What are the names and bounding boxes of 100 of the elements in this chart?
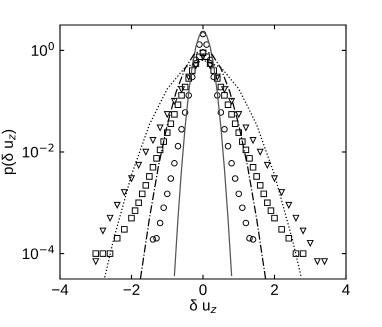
y-axis-title: p(δ u$_{z}$) — [2, 130, 16, 174]
point — [210, 67, 217, 74]
point — [218, 109, 224, 116]
point — [250, 137, 256, 144]
point — [156, 124, 164, 132]
point — [292, 214, 300, 222]
point — [168, 120, 174, 127]
point — [253, 173, 260, 180]
point — [228, 98, 235, 104]
point — [239, 204, 246, 211]
point — [264, 200, 271, 206]
point — [160, 138, 167, 145]
y-tick-label: 10$^{0}$ — [32, 42, 54, 56]
point — [182, 84, 188, 90]
point — [100, 228, 106, 234]
point — [132, 207, 138, 214]
point — [164, 129, 171, 136]
point — [300, 250, 306, 257]
point — [121, 226, 128, 233]
point — [156, 146, 164, 154]
point — [128, 214, 135, 222]
point — [121, 189, 128, 196]
point — [138, 190, 146, 198]
y-tick-label: 10$^{−4}$ — [22, 245, 54, 260]
point — [224, 142, 232, 150]
point — [221, 86, 228, 93]
line-series — [174, 30, 232, 276]
point — [286, 235, 292, 242]
point — [314, 258, 321, 265]
point — [185, 92, 192, 99]
point — [189, 67, 196, 74]
point — [246, 235, 253, 242]
point — [271, 175, 278, 182]
point — [196, 53, 203, 60]
point — [221, 92, 228, 99]
point — [174, 102, 182, 108]
point — [286, 202, 292, 208]
point — [106, 214, 114, 222]
point — [114, 202, 120, 208]
y-tick-label: 10$^{−2}$ — [22, 144, 54, 158]
point — [232, 120, 238, 127]
point — [153, 155, 160, 162]
point — [178, 126, 185, 133]
point — [256, 182, 264, 189]
point — [242, 146, 250, 154]
point — [92, 250, 100, 257]
point — [92, 258, 100, 265]
point — [178, 86, 185, 93]
point — [306, 240, 314, 246]
point — [268, 207, 274, 214]
point — [246, 155, 253, 162]
point — [206, 60, 214, 67]
point — [114, 235, 120, 242]
point — [150, 164, 156, 171]
point — [174, 142, 182, 150]
point — [256, 148, 264, 156]
point — [235, 111, 242, 118]
point — [128, 175, 135, 182]
x-tick-label: 2 — [271, 284, 278, 295]
point — [150, 137, 156, 144]
point — [171, 160, 178, 167]
point — [171, 111, 178, 118]
point — [135, 200, 142, 206]
point — [264, 162, 271, 168]
point — [142, 182, 150, 189]
point — [239, 138, 246, 145]
point — [278, 226, 285, 233]
point — [164, 190, 171, 198]
point — [235, 129, 242, 136]
point — [300, 228, 306, 234]
point — [135, 162, 142, 168]
point — [218, 84, 224, 90]
point — [232, 175, 238, 182]
x-tick-label: −4 — [52, 284, 68, 295]
point — [214, 92, 221, 99]
point — [153, 235, 160, 242]
point — [192, 60, 200, 67]
point — [260, 190, 268, 198]
x-tick-label: 0 — [199, 284, 207, 296]
point — [228, 160, 235, 167]
point — [224, 102, 232, 108]
point — [203, 41, 210, 48]
point — [142, 148, 150, 156]
point — [100, 250, 106, 257]
point — [178, 92, 185, 99]
point — [164, 111, 171, 118]
point — [250, 236, 256, 243]
point — [221, 126, 228, 133]
point — [271, 214, 278, 222]
x-axis-title: δ u$_{z}$ — [190, 299, 216, 313]
point — [171, 98, 178, 104]
point — [242, 220, 250, 226]
x-tick-label: 4 — [342, 284, 350, 295]
point — [200, 30, 206, 38]
point — [168, 175, 174, 182]
point — [242, 124, 250, 132]
point — [196, 41, 203, 48]
point — [278, 189, 285, 196]
point — [292, 250, 300, 257]
point — [250, 164, 256, 171]
